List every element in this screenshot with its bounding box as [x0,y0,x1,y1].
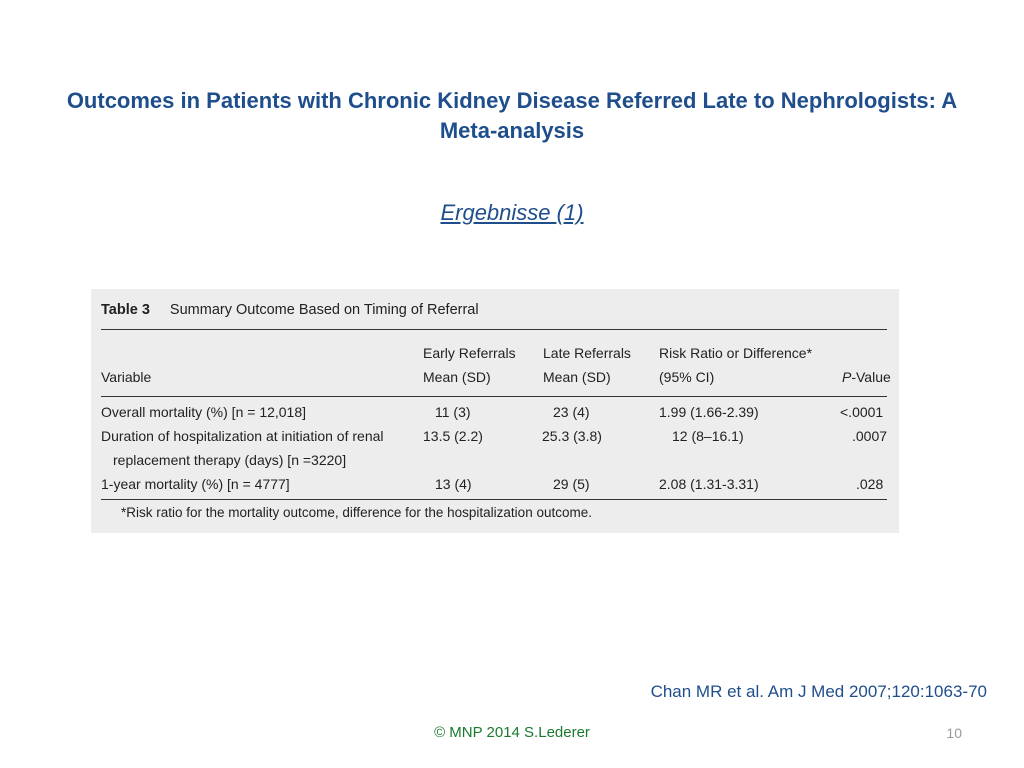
row3-early: 13 (4) [435,476,472,492]
page-number: 10 [946,725,962,741]
header-risk-1: Risk Ratio or Difference* [659,345,813,361]
row3-p: .028 [856,476,884,492]
summary-table: Table 3 Summary Outcome Based on Timing … [91,289,899,533]
footer-copyright: © MNP 2014 S.Lederer [434,724,590,741]
row2-late: 25.3 (3.8) [542,428,602,444]
row3-risk: 2.08 (1.31-3.31) [659,476,759,492]
row1-variable: Overall mortality (%) [n = 12,018] [101,404,307,420]
header-p-rest: -Value [851,369,891,385]
table-header-rule [101,396,887,397]
row2-early: 13.5 (2.2) [423,428,483,444]
table-top-rule [101,329,887,330]
slide-subtitle: Ergebnisse (1) [440,200,584,225]
header-early-2: Mean (SD) [423,369,491,385]
row1-early: 11 (3) [435,404,471,420]
row3-late: 29 (5) [553,476,590,492]
row2-risk: 12 (8–16.1) [672,428,744,444]
header-p-italic: P [842,369,852,385]
header-variable: Variable [101,369,152,385]
table-footnote: *Risk ratio for the mortality outcome, d… [121,505,592,520]
table-caption-text: Summary Outcome Based on Timing of Refer… [169,302,479,318]
row2-variable: Duration of hospitalization at initiatio… [101,428,384,444]
header-late-1: Late Referrals [543,345,631,361]
header-p-value: P-Value [842,365,891,389]
row2-p: .0007 [852,428,888,444]
slide-title: Outcomes in Patients with Chronic Kidney… [66,88,958,143]
row3-variable: 1-year mortality (%) [n = 4777] [101,476,290,492]
table-caption: Table 3 Summary Outcome Based on Timing … [101,302,479,318]
header-risk-2: (95% CI) [659,369,715,385]
table-label: Table 3 [101,302,150,318]
header-early-1: Early Referrals [423,345,516,361]
row1-late: 23 (4) [553,404,590,420]
table-bottom-rule [101,499,887,500]
citation: Chan MR et al. Am J Med 2007;120:1063-70 [650,682,987,701]
header-late-2: Mean (SD) [543,369,611,385]
row1-p: <.0001 [840,404,884,420]
row2-variable-cont: replacement therapy (days) [n =3220] [113,452,347,468]
row1-risk: 1.99 (1.66-2.39) [659,404,759,420]
